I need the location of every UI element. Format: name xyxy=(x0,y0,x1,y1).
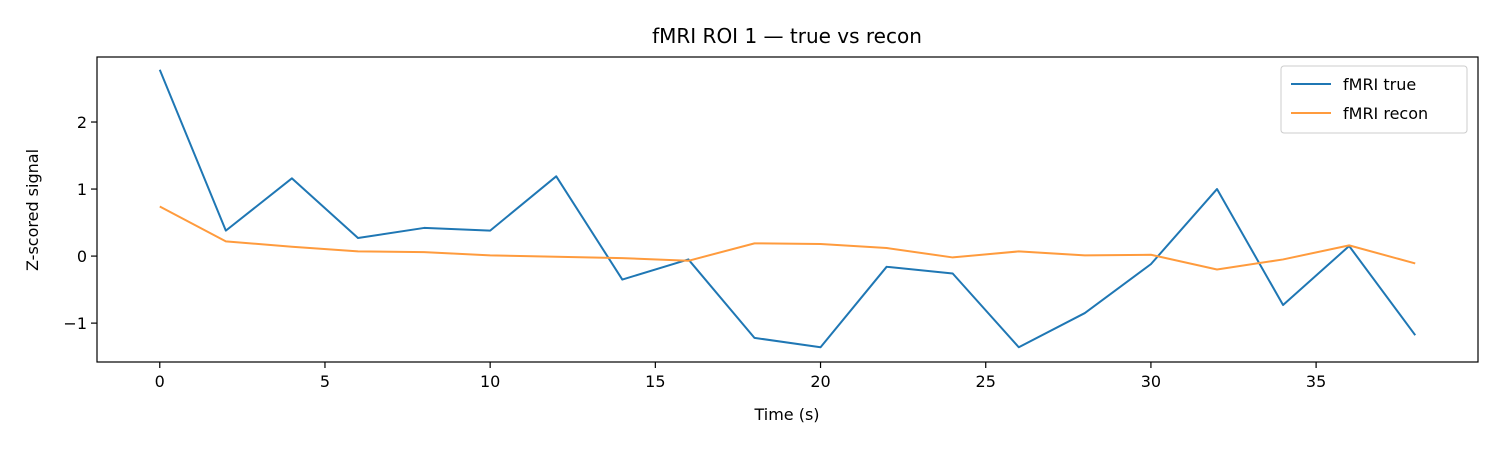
x-tick-label: 30 xyxy=(1141,372,1161,391)
x-axis: 0 5 10 15 20 25 30 35 xyxy=(155,362,1326,391)
legend: fMRI true fMRI recon xyxy=(1280,65,1468,134)
legend-box xyxy=(1280,65,1468,134)
x-tick-label: 0 xyxy=(155,372,165,391)
y-tick-label: 0 xyxy=(77,247,87,266)
plot-frame xyxy=(96,56,1479,363)
series-layer xyxy=(158,69,1417,349)
y-tick-label: 1 xyxy=(77,180,87,199)
series-line-fmri-true xyxy=(158,69,1417,349)
y-axis: −1 0 1 2 xyxy=(63,113,97,333)
x-tick-label: 35 xyxy=(1306,372,1326,391)
plot-area xyxy=(96,56,1479,363)
x-tick-label: 20 xyxy=(810,372,830,391)
x-tick-label: 10 xyxy=(480,372,500,391)
x-tick-label: 25 xyxy=(976,372,996,391)
x-tick-label: 5 xyxy=(320,372,330,391)
chart-title: fMRI ROI 1 — true vs recon xyxy=(652,24,922,48)
legend-label: fMRI true xyxy=(1343,75,1416,94)
series-line-fmri-recon xyxy=(159,205,1416,271)
x-axis-label: Time (s) xyxy=(753,405,819,424)
y-axis-label: Z-scored signal xyxy=(23,149,42,271)
y-tick-label: 2 xyxy=(77,113,87,132)
y-tick-label: −1 xyxy=(63,314,87,333)
legend-label: fMRI recon xyxy=(1343,104,1428,123)
x-tick-label: 15 xyxy=(645,372,665,391)
